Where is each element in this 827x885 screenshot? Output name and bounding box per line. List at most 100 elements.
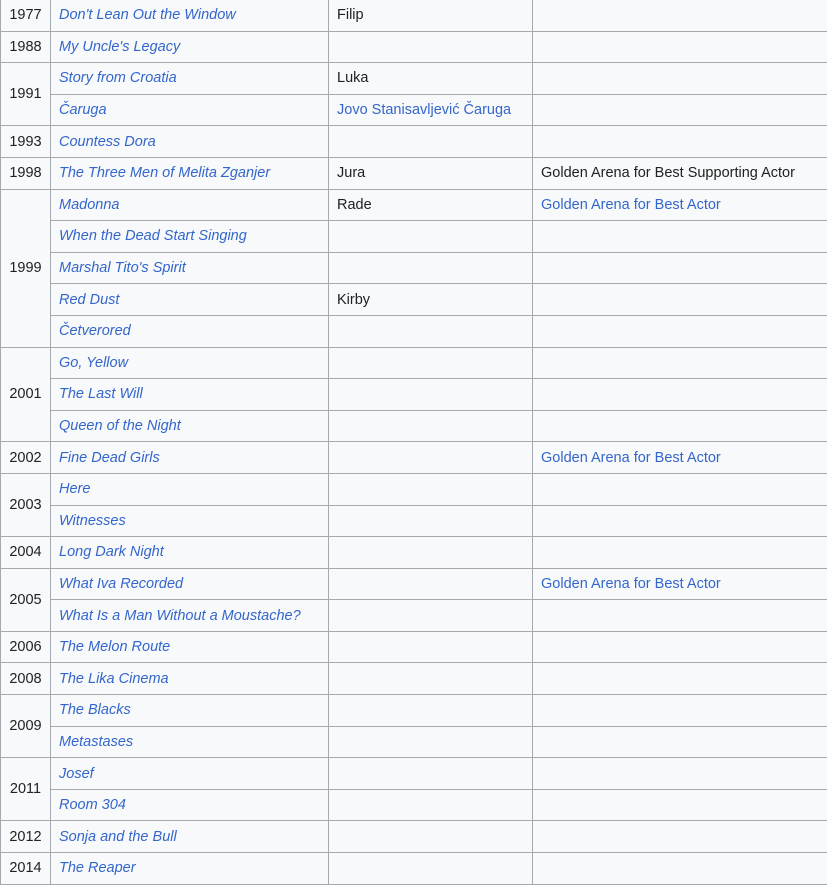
award-link[interactable]: Golden Arena for Best Actor: [541, 196, 721, 213]
role-text: Jura: [337, 165, 366, 182]
film-title-link[interactable]: The Melon Route: [59, 639, 171, 656]
table-row: 2002 Fine Dead Girls Golden Arena for Best…: [0, 441, 827, 474]
title-cell: Long Dark Night: [50, 536, 329, 569]
title-cell: Countess Dora: [50, 125, 329, 158]
year-cell: 1991: [0, 62, 51, 127]
film-title-link[interactable]: The Three Men of Melita Zganjer: [59, 165, 271, 182]
film-title-link[interactable]: Četverored: [59, 323, 131, 340]
film-title-link[interactable]: Marshal Tito's Spirit: [59, 260, 186, 277]
film-title-link[interactable]: Story from Croatia: [59, 70, 177, 87]
role-link[interactable]: Jovo Stanisavljević Čaruga: [337, 102, 512, 119]
table-row: 1998 The Three Men of Melita Zganjer Jura G…: [0, 156, 827, 190]
year-cell: 1977: [0, 0, 51, 32]
role-cell: [328, 725, 533, 759]
table-row: 2008 The Lika Cinema: [0, 662, 827, 696]
film-title-link[interactable]: Red Dust: [59, 291, 120, 308]
notes-cell: [532, 599, 827, 632]
film-title-link[interactable]: The Blacks: [59, 702, 131, 719]
notes-cell: [532, 630, 827, 664]
role-cell: Jura: [328, 156, 533, 190]
film-title-link[interactable]: Don't Lean Out the Window: [59, 7, 236, 24]
film-title-link[interactable]: Sonja and the Bull: [59, 828, 177, 845]
title-cell: Here: [50, 472, 329, 506]
film-title-link[interactable]: Madonna: [59, 196, 120, 213]
year-cell: 2009: [0, 694, 51, 759]
role-cell: [328, 536, 533, 569]
table-row: Red Dust Kirby: [1, 283, 827, 316]
film-title-link[interactable]: My Uncle's Legacy: [59, 38, 181, 55]
title-cell: Queen of the Night: [50, 409, 329, 443]
film-title-link[interactable]: Room 304: [59, 797, 126, 814]
title-cell: Red Dust: [50, 283, 329, 316]
title-cell: Metastases: [50, 725, 329, 759]
title-cell: Čaruga: [50, 93, 329, 127]
title-cell: When the Dead Start Singing: [50, 220, 329, 253]
role-text: Kirby: [337, 291, 371, 308]
notes-cell: [532, 757, 827, 790]
notes-cell: [532, 0, 827, 32]
table-row: 2006 The Melon Route: [0, 630, 827, 664]
notes-cell: [532, 378, 827, 411]
table-row: 2003 Here: [0, 472, 827, 538]
role-text: Luka: [337, 70, 369, 87]
role-cell: [328, 472, 533, 506]
role-cell: [328, 441, 533, 474]
film-title-link[interactable]: Long Dark Night: [59, 544, 164, 561]
role-cell: Jovo Stanisavljević Čaruga: [328, 93, 533, 127]
film-title-link[interactable]: Queen of the Night: [59, 418, 181, 435]
film-title-link[interactable]: When the Dead Start Singing: [59, 228, 247, 245]
role-text: Rade: [337, 196, 372, 213]
notes-cell: [532, 662, 827, 696]
notes-cell: [532, 536, 827, 569]
title-cell: What Iva Recorded: [50, 567, 329, 601]
year-cell: 2006: [0, 630, 51, 664]
notes-cell: [532, 820, 827, 854]
film-title-link[interactable]: The Lika Cinema: [59, 670, 169, 687]
film-title-link[interactable]: Josef: [59, 765, 94, 782]
year-cell: 2002: [0, 441, 51, 474]
award-link[interactable]: Golden Arena for Best Actor: [541, 575, 721, 592]
notes-cell: [532, 283, 827, 316]
role-cell: [328, 346, 533, 380]
notes-cell: [532, 93, 827, 127]
year-cell: 2011: [0, 757, 51, 822]
notes-cell: [532, 125, 827, 158]
table-row: Metastases: [1, 725, 827, 759]
table-row: 1999 Madonna Rade Golden Arena for Best Act…: [0, 188, 827, 348]
film-title-link[interactable]: What Is a Man Without a Moustache?: [59, 607, 301, 624]
table-row: 1977 Don't Lean Out the Window Filip: [0, 0, 827, 32]
table-row: Queen of the Night: [1, 409, 827, 443]
table-row: 1991 Story from Croatia Luka: [0, 62, 827, 127]
film-title-link[interactable]: Fine Dead Girls: [59, 449, 160, 466]
table-row: What Is a Man Without a Moustache?: [1, 599, 827, 632]
year-cell: 2014: [0, 852, 51, 885]
film-title-link[interactable]: The Last Will: [59, 386, 143, 403]
role-cell: [328, 630, 533, 664]
film-title-link[interactable]: Here: [59, 481, 91, 498]
film-title-link[interactable]: Witnesses: [59, 512, 126, 529]
role-cell: [328, 757, 533, 790]
film-title-link[interactable]: Metastases: [59, 733, 134, 750]
title-cell: Madonna: [50, 188, 329, 222]
award-text: Golden Arena for Best Supporting Actor: [541, 165, 795, 182]
film-title-link[interactable]: Go, Yellow: [59, 354, 129, 371]
notes-cell: [532, 472, 827, 506]
table-row: 2001 Go, Yellow: [0, 346, 827, 443]
film-title-link[interactable]: Čaruga: [59, 102, 107, 119]
film-title-link[interactable]: What Iva Recorded: [59, 575, 184, 592]
title-cell: The Three Men of Melita Zganjer: [50, 156, 329, 190]
notes-cell: [532, 220, 827, 253]
notes-cell: Golden Arena for Best Actor: [532, 188, 827, 222]
film-title-link[interactable]: Countess Dora: [59, 133, 156, 150]
table-row: Čaruga Jovo Stanisavljević Čaruga: [1, 93, 827, 127]
title-cell: Josef: [50, 757, 329, 790]
year-cell: 1999: [0, 188, 51, 348]
role-cell: [328, 314, 533, 348]
year-cell: 1988: [0, 30, 51, 64]
notes-cell: [532, 251, 827, 285]
title-cell: The Melon Route: [50, 630, 329, 664]
award-link[interactable]: Golden Arena for Best Actor: [541, 449, 721, 466]
film-title-link[interactable]: The Reaper: [59, 860, 136, 877]
